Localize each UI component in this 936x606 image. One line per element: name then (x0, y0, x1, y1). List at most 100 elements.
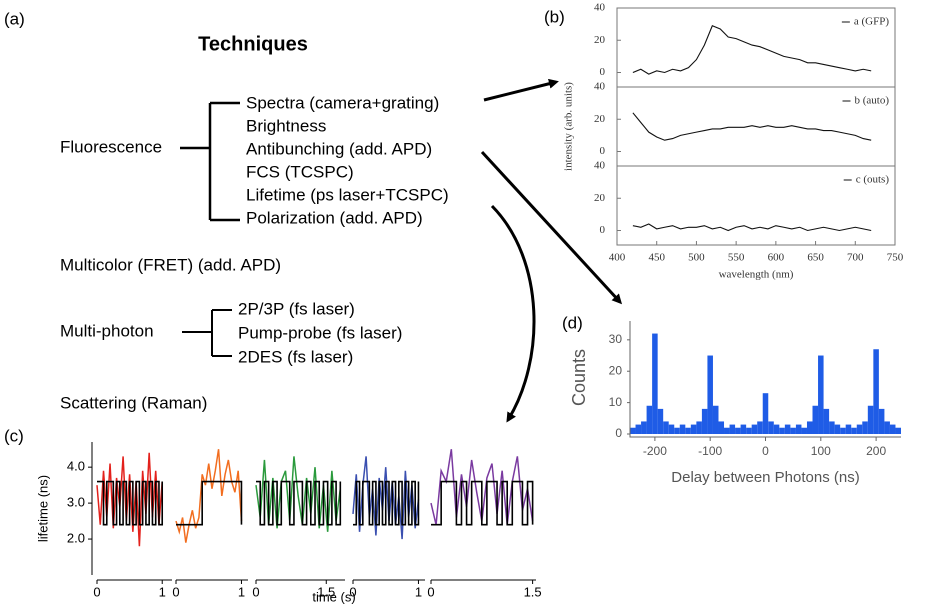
group-label: Multi-photon (60, 321, 154, 340)
x-tick-label: 1 (415, 584, 422, 599)
y-tick-label: 10 (609, 395, 623, 409)
y-tick-label: 3.0 (67, 495, 85, 510)
trace-line (96, 452, 163, 547)
technique: Pump-probe (fs laser) (238, 323, 402, 342)
bar (773, 424, 780, 434)
bar (784, 424, 791, 434)
bar (878, 408, 885, 434)
bar (696, 421, 702, 434)
bar (840, 427, 846, 434)
plot-frame (616, 165, 896, 246)
y-tick-label: 0 (600, 145, 606, 157)
bar (757, 421, 763, 434)
x-tick-label: 550 (728, 252, 745, 264)
bar (862, 421, 868, 434)
bar (895, 427, 901, 434)
x-tick-label: 100 (811, 444, 831, 458)
x-tick-label: 0 (93, 584, 100, 599)
bar (707, 355, 713, 434)
legend-label: a (GFP) (854, 16, 889, 28)
bar (751, 424, 758, 434)
x-tick-label: 200 (866, 444, 886, 458)
bar (829, 421, 835, 434)
y-tick-label: 20 (594, 34, 606, 46)
bar (812, 405, 819, 434)
bar (740, 424, 747, 434)
y-tick-label: 40 (594, 2, 606, 14)
x-tick-label: 450 (648, 252, 665, 264)
bar (746, 427, 752, 434)
spectrum-line (632, 112, 872, 141)
x-tick-label: 650 (807, 252, 824, 264)
bar (735, 427, 741, 434)
x-tick-label: 1.5 (524, 584, 542, 599)
arrow (490, 204, 536, 423)
y-tick-label: 20 (594, 192, 606, 204)
bar (801, 427, 807, 434)
bar (701, 408, 708, 434)
bar (641, 421, 647, 434)
bar (884, 421, 890, 434)
panel-label: (a) (4, 9, 25, 28)
y-tick-label: 30 (609, 332, 623, 346)
y-tick-label: 20 (609, 363, 623, 377)
legend-label: b (auto) (854, 95, 889, 107)
x-axis-label: time (s) (312, 589, 355, 604)
fit-line (353, 480, 420, 526)
bar (690, 424, 697, 434)
bar (685, 427, 691, 434)
panel-label: (b) (544, 7, 565, 26)
bar (712, 405, 719, 434)
bar (845, 424, 852, 434)
group-label: Multicolor (FRET) (add. APD) (60, 255, 281, 274)
fit-line (256, 480, 342, 526)
fit-line (176, 480, 243, 526)
bar (652, 333, 658, 434)
y-tick-label: 2.0 (67, 530, 85, 545)
group-label: Fluorescence (60, 137, 162, 156)
bar (806, 421, 813, 434)
y-axis-label: Counts (569, 349, 589, 406)
fit-line (431, 480, 534, 526)
bar (867, 405, 874, 434)
group-label: Scattering (Raman) (60, 393, 207, 412)
x-tick-label: 400 (609, 252, 626, 264)
axes (629, 321, 901, 438)
bar (889, 424, 896, 434)
bar (724, 427, 730, 434)
bar (663, 421, 669, 434)
x-tick-label: -200 (643, 444, 667, 458)
y-axis-label: intensity (arb. units) (563, 82, 575, 171)
bar (851, 427, 857, 434)
legend-label: c (outs) (856, 174, 890, 186)
bar (779, 427, 785, 434)
y-tick-label: 0 (600, 66, 606, 78)
y-tick-label: 0 (600, 224, 606, 236)
bar (668, 424, 675, 434)
x-tick-label: 600 (768, 252, 785, 264)
bar (795, 424, 802, 434)
x-tick-label: 700 (847, 252, 864, 264)
bar (674, 427, 680, 434)
technique: 2DES (fs laser) (238, 347, 353, 366)
x-tick-label: 750 (887, 252, 904, 264)
bar (635, 424, 642, 434)
technique: Antibunching (add. APD) (246, 139, 432, 158)
technique: FCS (TCSPC) (246, 162, 354, 181)
bar (718, 421, 725, 434)
y-tick-label: 0 (615, 426, 622, 440)
bracket (180, 101, 240, 222)
x-tick-label: -100 (698, 444, 722, 458)
y-tick-label: 40 (594, 81, 606, 93)
x-tick-label: 0 (427, 584, 434, 599)
x-axis-label: wavelength (nm) (719, 269, 794, 281)
bar (762, 393, 769, 434)
bar (630, 427, 636, 434)
x-tick-label: 1.5 (317, 584, 335, 599)
technique: Brightness (246, 116, 326, 135)
trace-line (175, 449, 243, 543)
x-tick-label: 0 (252, 584, 259, 599)
trace-line (352, 456, 420, 540)
bar (790, 427, 796, 434)
